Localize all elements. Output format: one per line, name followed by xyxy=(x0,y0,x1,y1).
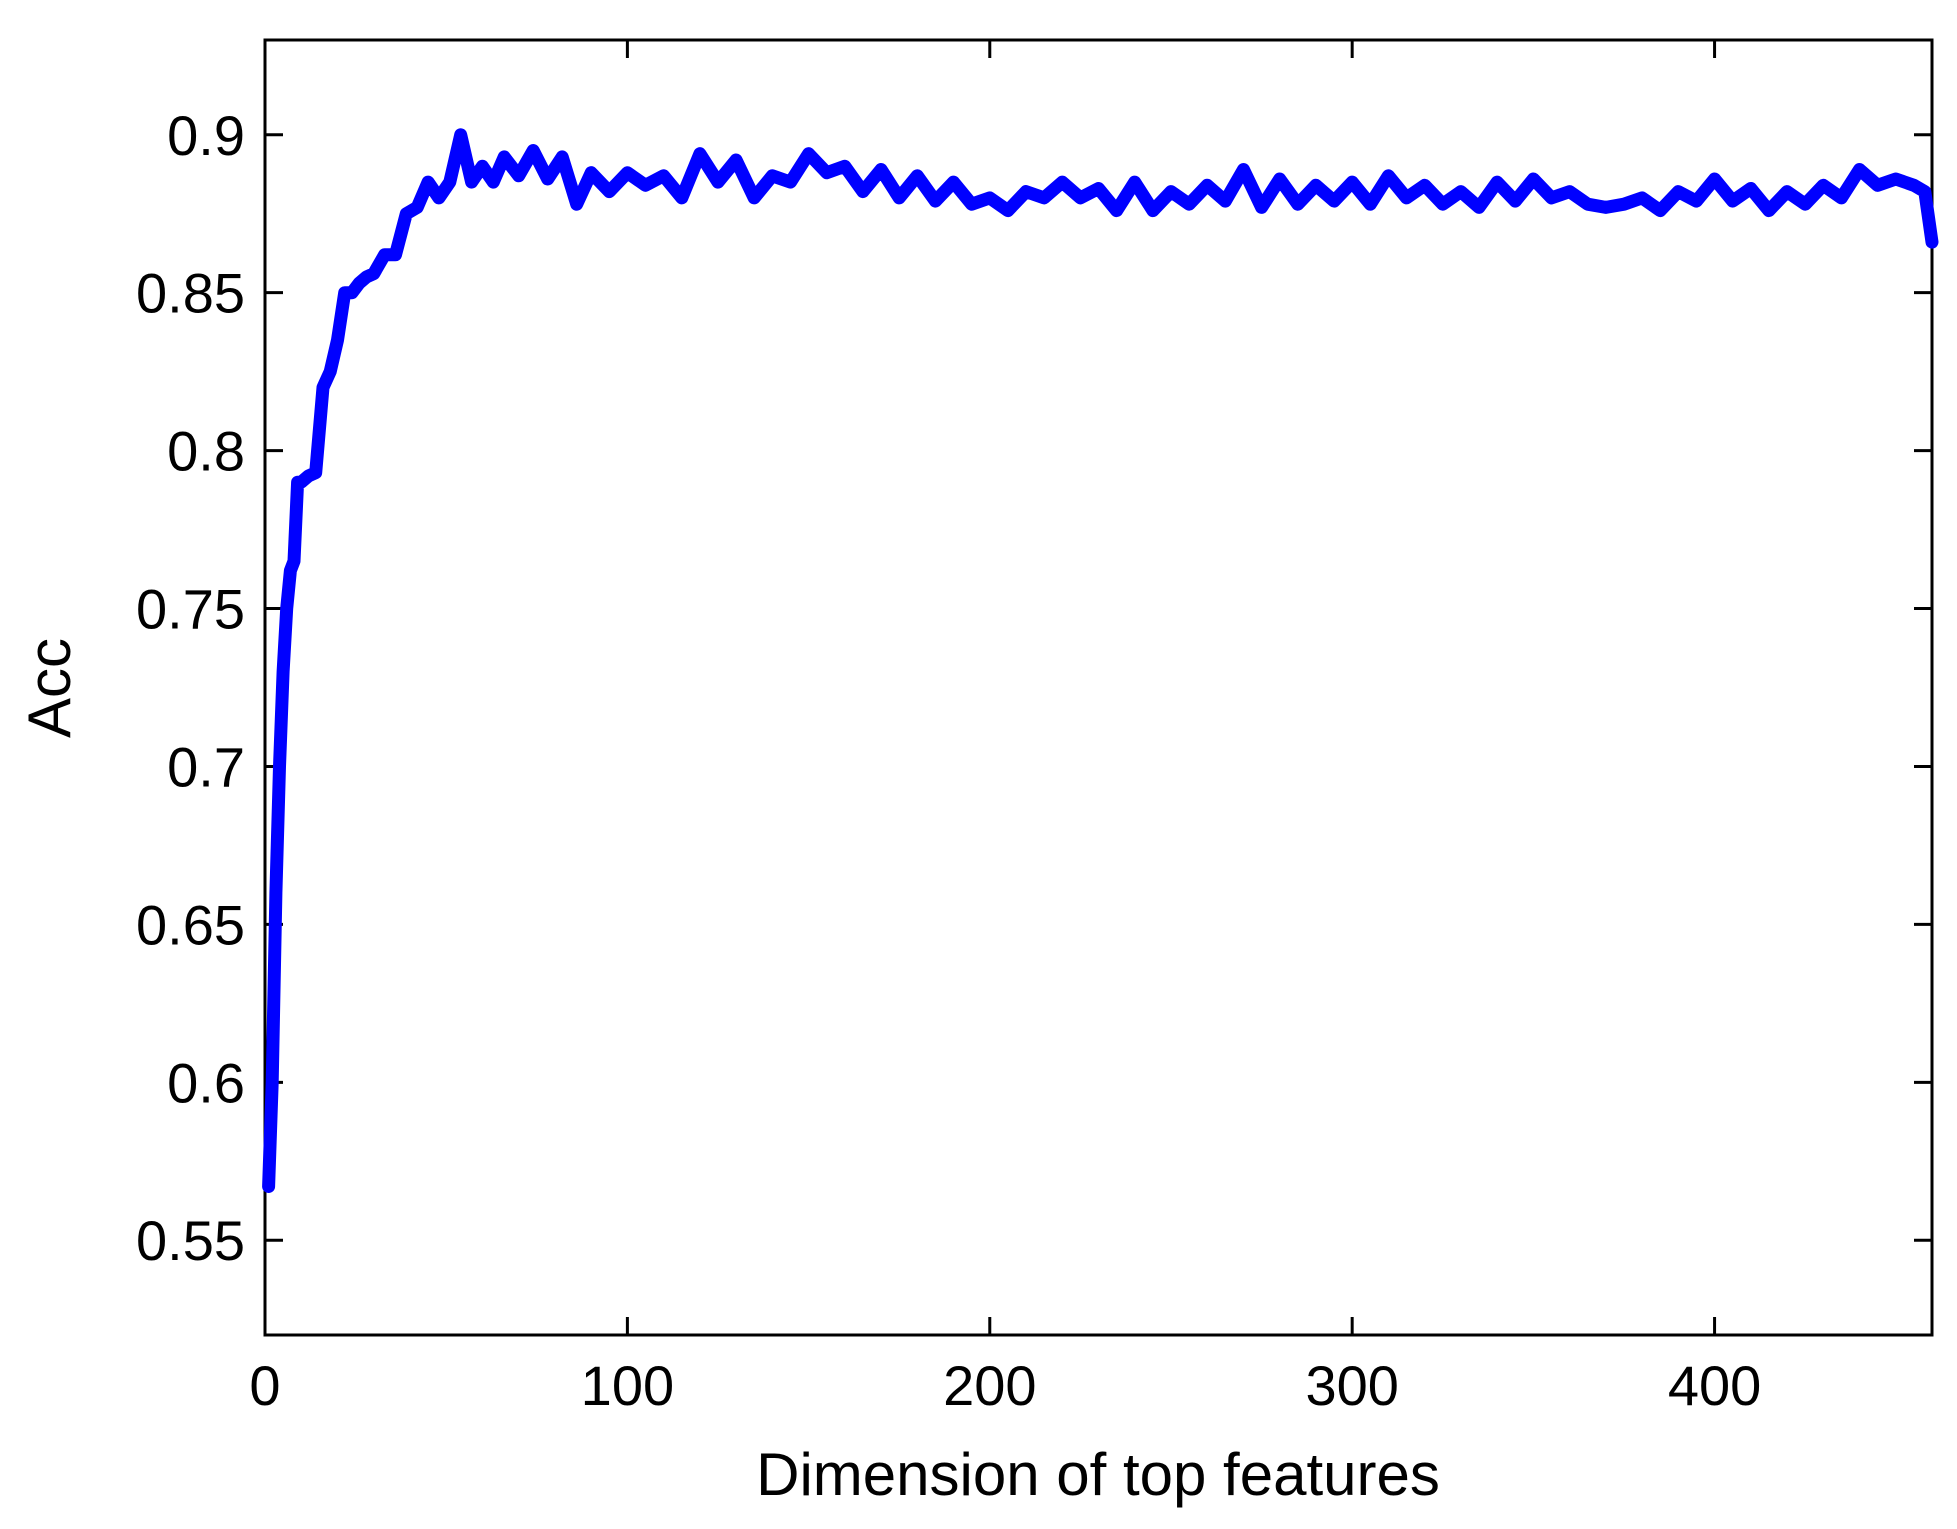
y-tick-label: 0.65 xyxy=(136,893,245,956)
y-axis-label: Acc xyxy=(16,638,83,738)
x-tick-label: 300 xyxy=(1305,1354,1398,1417)
x-axis-ticks: 0 100 200 300 400 xyxy=(249,40,1761,1417)
x-tick-label: 400 xyxy=(1668,1354,1761,1417)
plot-area xyxy=(263,38,1934,1337)
y-tick-label: 0.6 xyxy=(167,1051,245,1114)
x-tick-label: 0 xyxy=(249,1354,280,1417)
x-tick-label: 100 xyxy=(581,1354,674,1417)
x-axis-label: Dimension of top features xyxy=(756,1441,1440,1508)
y-axis-ticks: 0.55 0.6 0.65 0.7 0.75 0.8 0.85 0.9 xyxy=(136,104,1932,1272)
x-tick-label: 200 xyxy=(943,1354,1036,1417)
y-tick-label: 0.75 xyxy=(136,578,245,641)
y-tick-label: 0.8 xyxy=(167,420,245,483)
y-tick-label: 0.7 xyxy=(167,735,245,798)
y-tick-label: 0.85 xyxy=(136,262,245,325)
y-tick-label: 0.55 xyxy=(136,1209,245,1272)
y-tick-label: 0.9 xyxy=(167,104,245,167)
series-line-acc xyxy=(262,128,1939,1193)
